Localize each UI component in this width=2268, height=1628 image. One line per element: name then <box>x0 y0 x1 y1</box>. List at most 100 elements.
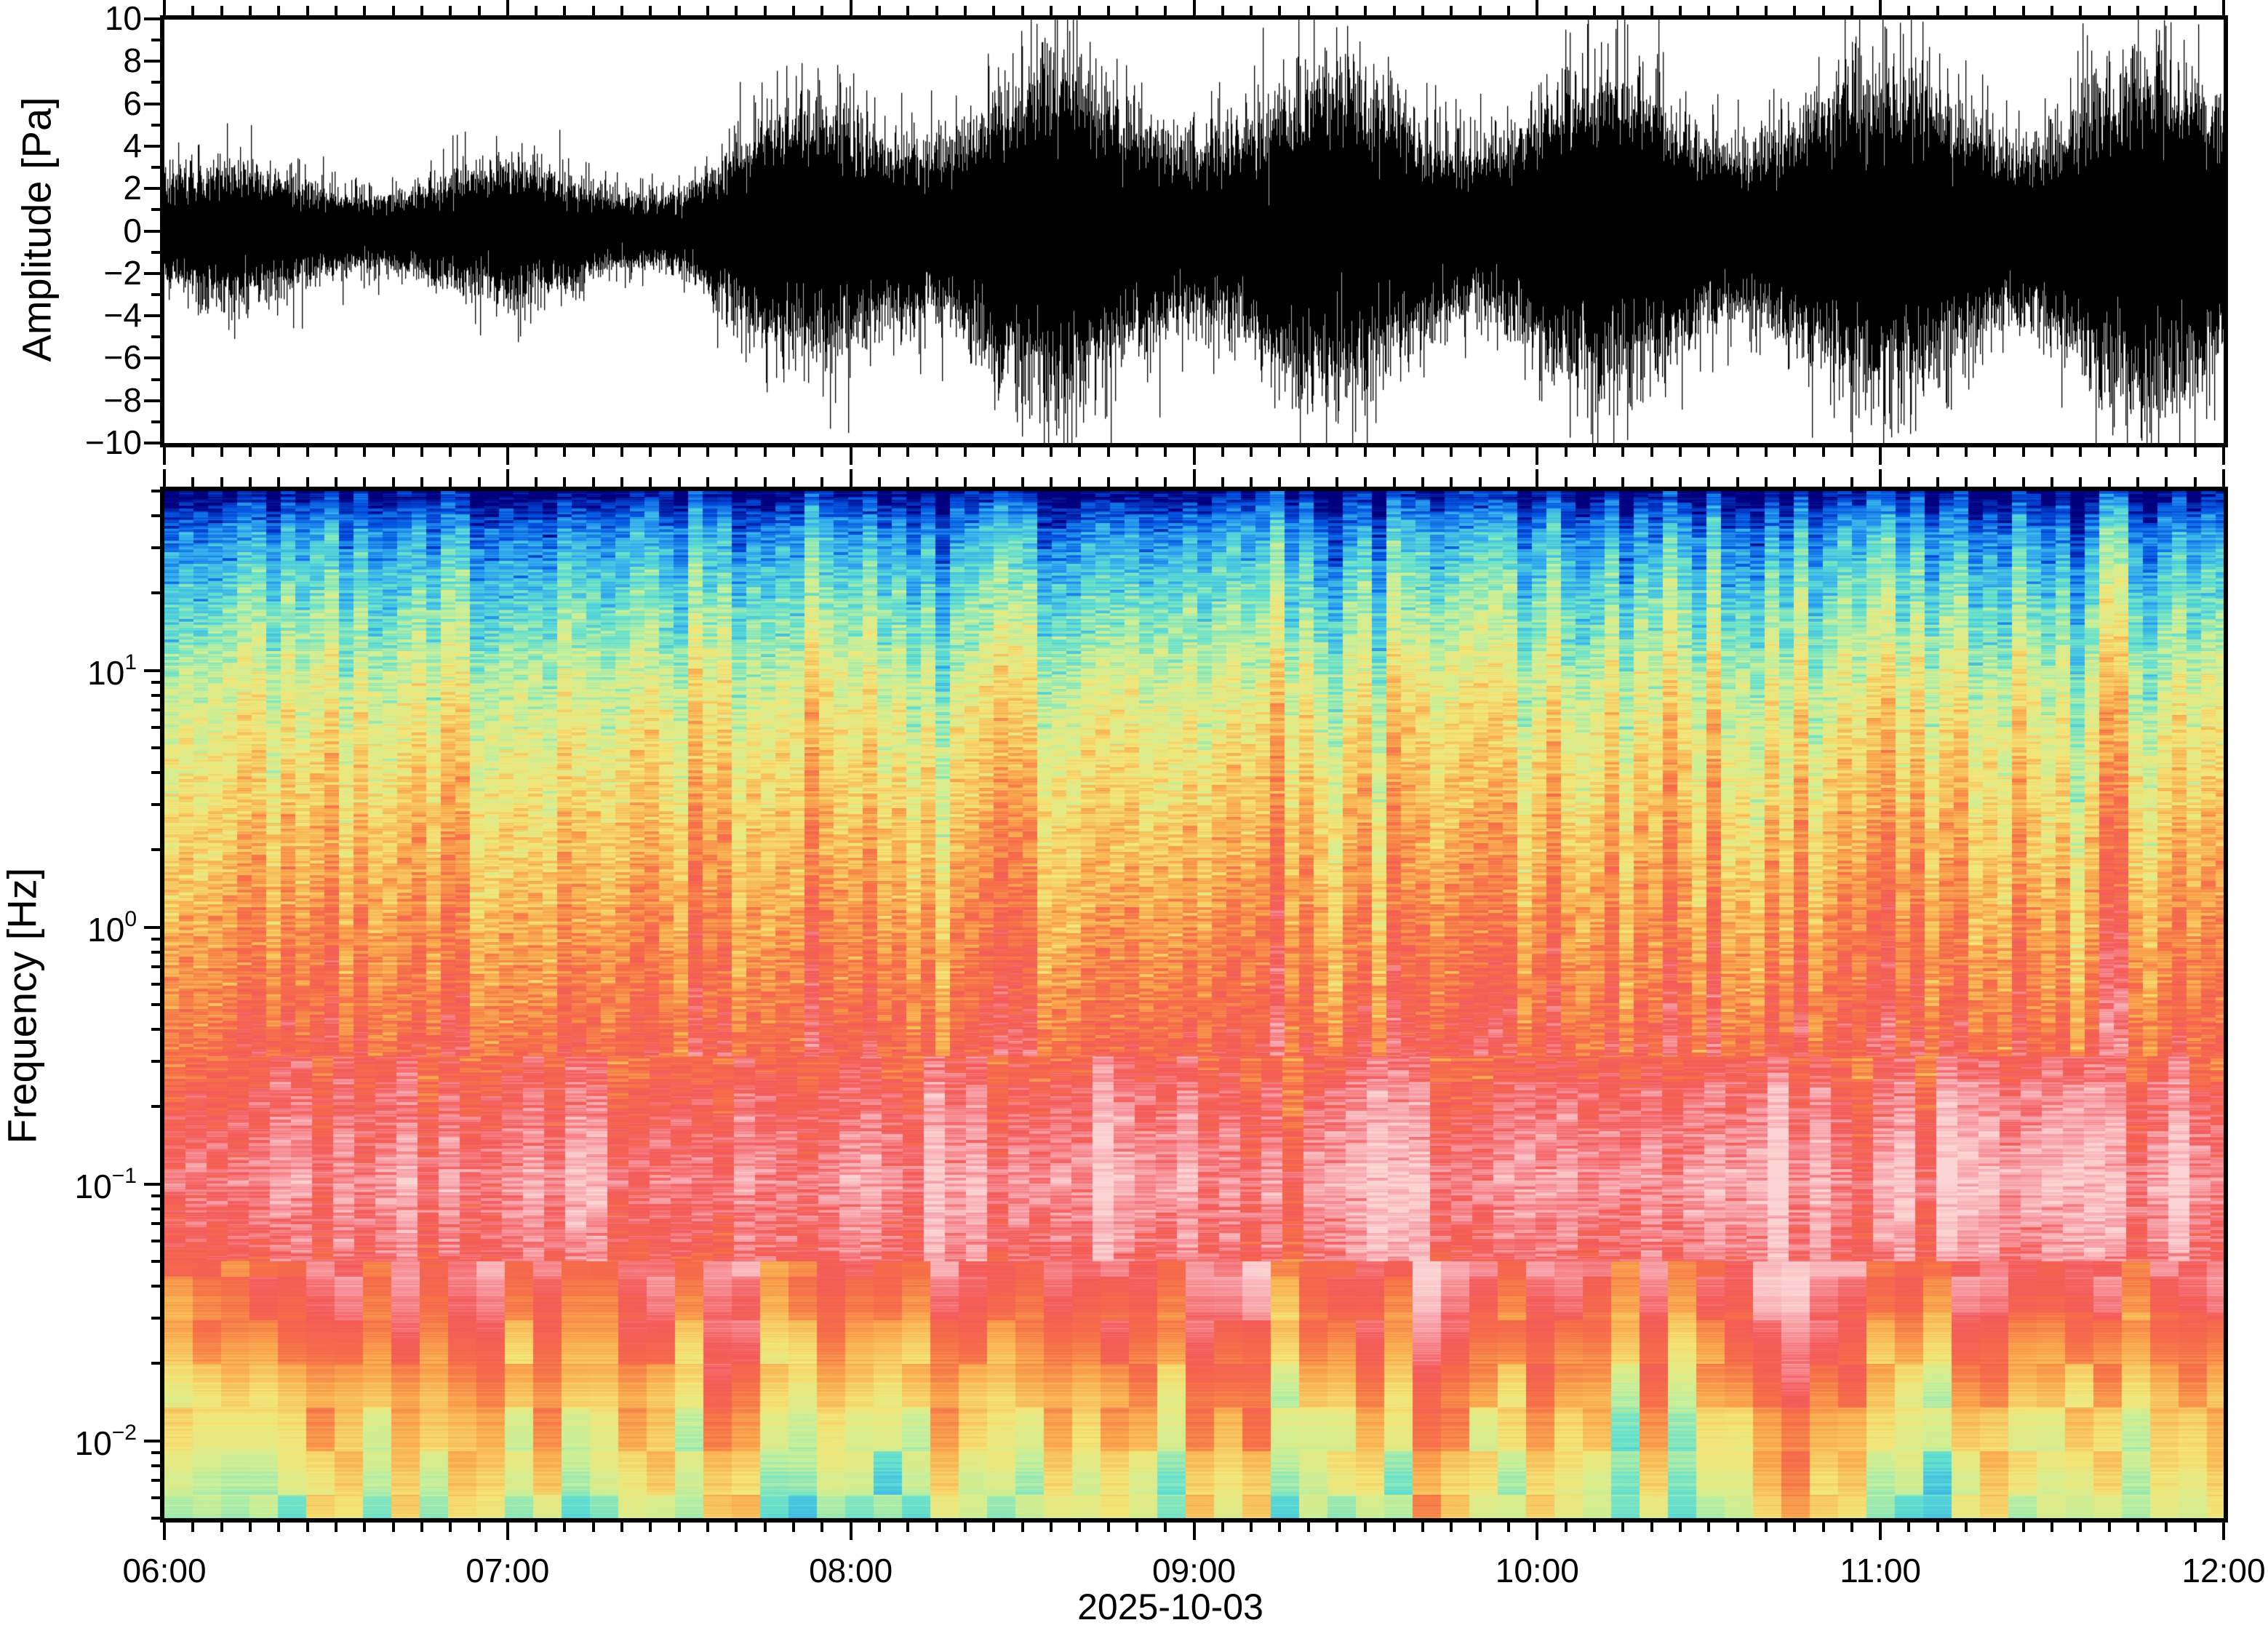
time-tick <box>1707 1523 1711 1532</box>
time-tick <box>2107 447 2111 457</box>
time-tick <box>1821 1523 1825 1532</box>
time-tick <box>1592 447 1596 457</box>
time-tick <box>1049 1523 1053 1532</box>
time-tick <box>1764 447 1768 457</box>
time-tick <box>1507 477 1510 487</box>
time-tick <box>1993 477 1997 487</box>
time-tick <box>1736 477 1739 487</box>
frequency-tick <box>151 965 160 969</box>
time-tick-label: 11:00 <box>1840 1552 1921 1589</box>
time-tick <box>1164 477 1167 487</box>
time-tick <box>1450 6 1453 15</box>
time-tick <box>1335 1523 1339 1532</box>
time-tick <box>1564 1523 1568 1532</box>
time-tick <box>277 477 281 487</box>
time-tick <box>2136 6 2140 15</box>
time-tick <box>1993 6 1997 15</box>
time-tick <box>2051 1523 2054 1532</box>
time-tick <box>391 6 395 15</box>
amplitude-tick <box>144 399 160 402</box>
time-tick <box>1021 6 1024 15</box>
time-tick <box>2051 6 2054 15</box>
time-tick <box>1965 447 1968 457</box>
time-tick <box>449 477 452 487</box>
time-tick <box>1536 469 1539 487</box>
frequency-tick <box>151 591 160 595</box>
time-tick <box>1592 1523 1596 1532</box>
time-tick <box>363 447 367 457</box>
amplitude-tick-label: −6 <box>103 338 142 377</box>
frequency-tick <box>151 950 160 954</box>
time-tick <box>1678 1523 1682 1532</box>
time-tick <box>735 447 738 457</box>
amplitude-tick-label: 8 <box>123 41 142 80</box>
time-tick <box>220 447 223 457</box>
time-tick <box>563 477 567 487</box>
time-tick <box>535 447 538 457</box>
time-tick <box>849 469 853 487</box>
time-tick <box>963 6 967 15</box>
time-tick <box>2079 477 2083 487</box>
amplitude-tick <box>151 335 160 339</box>
time-tick <box>2051 447 2054 457</box>
time-tick <box>2079 1523 2083 1532</box>
time-tick <box>2051 477 2054 487</box>
time-tick <box>334 1523 338 1532</box>
time-tick <box>306 477 309 487</box>
amplitude-tick-label: −4 <box>103 296 142 335</box>
time-tick <box>420 1523 423 1532</box>
time-tick <box>877 477 881 487</box>
time-tick <box>1421 447 1425 457</box>
frequency-tick <box>151 1285 160 1288</box>
time-tick <box>1135 477 1138 487</box>
time-tick <box>477 6 481 15</box>
time-tick <box>906 1523 910 1532</box>
time-tick <box>2107 477 2111 487</box>
time-tick <box>1536 447 1539 465</box>
amplitude-tick <box>144 229 160 233</box>
time-tick <box>1592 6 1596 15</box>
frequency-tick <box>151 1028 160 1032</box>
time-tick <box>1364 6 1367 15</box>
frequency-tick-label: 100 <box>87 908 137 946</box>
date-axis-label: 2025‐10‑03 <box>1077 1587 1263 1627</box>
frequency-tick <box>151 1496 160 1500</box>
time-tick <box>2222 1523 2225 1540</box>
time-tick <box>220 6 223 15</box>
time-tick <box>1936 477 1939 487</box>
time-tick <box>2222 469 2225 487</box>
time-tick <box>363 1523 367 1532</box>
frequency-tick <box>151 680 160 684</box>
time-tick <box>277 6 281 15</box>
time-tick <box>2107 1523 2111 1532</box>
time-tick <box>1678 477 1682 487</box>
time-tick <box>1936 6 1939 15</box>
time-tick <box>935 6 938 15</box>
time-tick <box>1707 477 1711 487</box>
amplitude-tick <box>151 39 160 42</box>
time-tick <box>1335 6 1339 15</box>
amplitude-tick <box>151 250 160 254</box>
time-tick <box>477 477 481 487</box>
tick-exponent: −1 <box>111 1163 137 1188</box>
time-tick <box>1707 6 1711 15</box>
time-tick <box>1736 1523 1739 1532</box>
time-tick <box>1821 6 1825 15</box>
time-tick <box>563 1523 567 1532</box>
time-tick <box>1507 6 1510 15</box>
time-tick <box>449 1523 452 1532</box>
time-tick-label: 06:00 <box>122 1552 207 1589</box>
time-tick <box>306 1523 309 1532</box>
time-tick <box>535 477 538 487</box>
time-tick <box>1850 1523 1853 1532</box>
time-tick <box>963 447 967 457</box>
time-tick <box>877 6 881 15</box>
time-tick <box>591 447 595 457</box>
time-tick <box>477 1523 481 1532</box>
time-tick <box>1135 1523 1138 1532</box>
time-tick <box>1049 447 1053 457</box>
time-tick <box>1106 6 1110 15</box>
time-tick <box>1478 477 1482 487</box>
amplitude-tick-label: −8 <box>103 380 142 419</box>
amplitude-tick-label: 4 <box>123 126 142 164</box>
